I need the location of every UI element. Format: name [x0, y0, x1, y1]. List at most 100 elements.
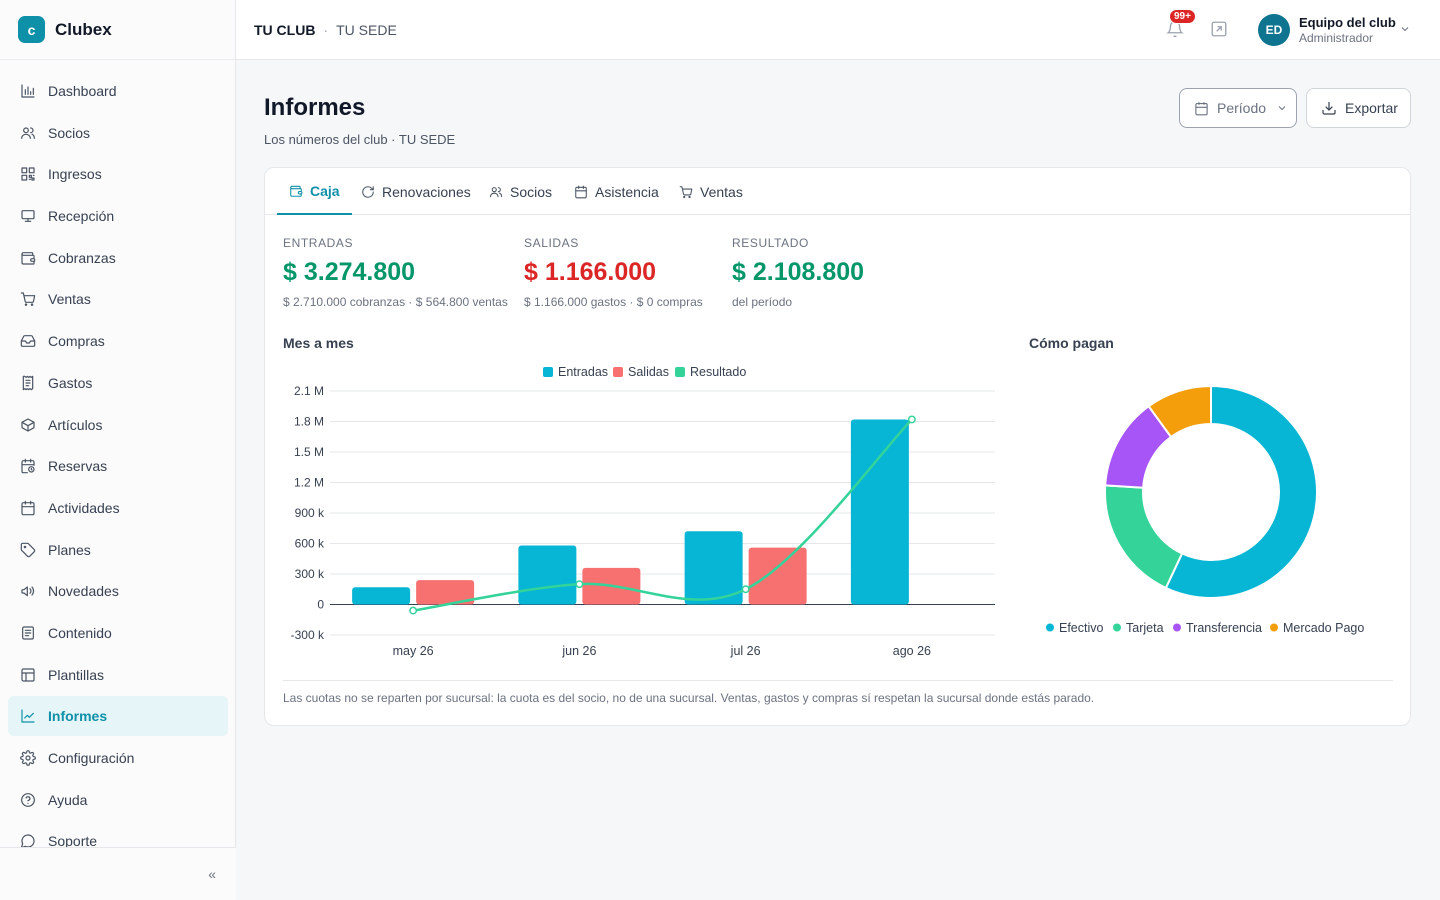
- period-button[interactable]: Período: [1179, 88, 1297, 128]
- x-tick-label: jun 26: [561, 644, 596, 658]
- tab-label: Caja: [310, 182, 340, 199]
- legend-label[interactable]: Efectivo: [1059, 621, 1104, 635]
- slice-mercado-pago[interactable]: [1147, 384, 1212, 439]
- legend-label[interactable]: Tarjeta: [1126, 621, 1164, 635]
- slice-efectivo[interactable]: [1164, 384, 1318, 599]
- topbar: TU CLUB · TU SEDE 99+ ED Equipo del club…: [236, 0, 1440, 60]
- line-point[interactable]: [907, 415, 916, 424]
- y-tick-label: 600 k: [295, 537, 325, 551]
- tab-renovaciones[interactable]: Renovaciones: [361, 168, 471, 215]
- line-point[interactable]: [409, 606, 418, 615]
- legend-dot[interactable]: [1046, 623, 1054, 632]
- y-tick-label: 1.5 M: [294, 445, 324, 459]
- metric-entradas: ENTRADAS $ 3.274.800 $ 2.710.000 cobranz…: [283, 236, 508, 309]
- sidebar-item-soporte[interactable]: Soporte: [8, 821, 228, 848]
- legend-swatch[interactable]: [543, 367, 553, 377]
- sidebar-item-reservas[interactable]: Reservas: [8, 446, 228, 486]
- sidebar-item-planes[interactable]: Planes: [8, 530, 228, 570]
- chevron-down-icon: [1276, 102, 1288, 114]
- club-name[interactable]: TU CLUB: [254, 22, 316, 38]
- bar-entradas[interactable]: [850, 419, 909, 605]
- export-label: Exportar: [1345, 100, 1398, 116]
- sidebar-item-contenido[interactable]: Contenido: [8, 613, 228, 653]
- legend-dot[interactable]: [1113, 623, 1121, 632]
- legend-swatch[interactable]: [675, 367, 685, 377]
- calendar-icon: [20, 500, 36, 516]
- report-card: Caja Renovaciones Socios Asistencia Ventas E…: [264, 167, 1411, 726]
- trend-icon: [20, 708, 36, 724]
- sidebar-item-dashboard[interactable]: Dashboard: [8, 71, 228, 111]
- bar-entradas[interactable]: [352, 587, 411, 605]
- payments-chart-title: Cómo pagan: [1029, 335, 1114, 351]
- metric-label: SALIDAS: [524, 236, 579, 250]
- metric-value: $ 3.274.800: [283, 258, 416, 286]
- sidebar-item-label: Novedades: [48, 583, 119, 600]
- sidebar-footer: «: [0, 847, 236, 900]
- bar-entradas[interactable]: [518, 545, 577, 605]
- sidebar-item-actividades[interactable]: Actividades: [8, 488, 228, 528]
- chat-icon: [20, 833, 36, 848]
- user-name[interactable]: Equipo del club: [1299, 15, 1396, 30]
- bar-salidas[interactable]: [748, 547, 807, 605]
- monitor-icon: [20, 208, 36, 224]
- bar-salidas[interactable]: [416, 580, 475, 605]
- breadcrumb-separator: ·: [323, 22, 329, 38]
- legend-label[interactable]: Resultado: [690, 365, 746, 379]
- tab-socios[interactable]: Socios: [489, 168, 552, 215]
- collapse-sidebar-button[interactable]: «: [208, 866, 216, 882]
- sidebar: c Clubex Dashboard Socios Ingresos Recepció…: [0, 0, 236, 900]
- export-button[interactable]: Exportar: [1306, 88, 1411, 128]
- calendar-clock-icon: [20, 458, 36, 474]
- period-label: Período: [1217, 100, 1267, 116]
- sidebar-item-gastos[interactable]: Gastos: [8, 363, 228, 403]
- legend-dot[interactable]: [1173, 623, 1181, 632]
- tab-ventas[interactable]: Ventas: [679, 168, 743, 215]
- page-title: Informes: [264, 94, 366, 121]
- tab-caja[interactable]: Caja: [277, 168, 352, 215]
- legend-label[interactable]: Entradas: [558, 365, 608, 379]
- megaphone-icon: [20, 583, 36, 599]
- slice-tarjeta[interactable]: [1104, 484, 1184, 590]
- legend-label[interactable]: Transferencia: [1186, 621, 1262, 635]
- sidebar-item-novedades[interactable]: Novedades: [8, 571, 228, 611]
- legend-swatch[interactable]: [613, 367, 623, 377]
- metric-note: $ 1.166.000 gastos · $ 0 compras: [524, 295, 703, 309]
- help-icon: [20, 792, 36, 808]
- line-point[interactable]: [741, 585, 750, 594]
- sidebar-item-label: Gastos: [48, 374, 93, 391]
- users-icon: [489, 185, 503, 199]
- brand-name: Clubex: [55, 19, 112, 39]
- line-point[interactable]: [575, 580, 584, 589]
- sidebar-item-label: Socios: [48, 124, 91, 141]
- footnote: Las cuotas no se reparten por sucursal: …: [283, 680, 1393, 705]
- legend-dot[interactable]: [1270, 623, 1278, 632]
- sidebar-item-socios[interactable]: Socios: [8, 113, 228, 153]
- expand-icon[interactable]: [1210, 20, 1228, 43]
- sidebar-item-compras[interactable]: Compras: [8, 321, 228, 361]
- breadcrumb: TU CLUB · TU SEDE: [254, 22, 397, 38]
- legend-label[interactable]: Mercado Pago: [1283, 621, 1364, 635]
- sidebar-item-ingresos[interactable]: Ingresos: [8, 154, 228, 194]
- sidebar-item-recepcion[interactable]: Recepción: [8, 196, 228, 236]
- report-tabs: Caja Renovaciones Socios Asistencia Ventas: [265, 168, 1410, 215]
- chevron-down-icon[interactable]: [1399, 22, 1411, 40]
- tab-asistencia[interactable]: Asistencia: [574, 168, 659, 215]
- sidebar-item-articulos[interactable]: Artículos: [8, 405, 228, 445]
- line-resultado: [412, 418, 913, 612]
- sidebar-item-cobranzas[interactable]: Cobranzas: [8, 238, 228, 278]
- sede-name[interactable]: TU SEDE: [336, 22, 397, 38]
- sidebar-item-informes[interactable]: Informes: [8, 696, 228, 737]
- sidebar-item-configuracion[interactable]: Configuración: [8, 738, 228, 778]
- sidebar-item-plantillas[interactable]: Plantillas: [8, 655, 228, 695]
- monthly-bar-chart: Entradas Salidas Resultado 2.1 M 1.8 M 1.5 M 1…: [291, 365, 995, 658]
- x-tick-label: may 26: [393, 644, 434, 658]
- brand[interactable]: c Clubex: [0, 0, 235, 60]
- sidebar-item-ventas[interactable]: Ventas: [8, 279, 228, 319]
- avatar[interactable]: ED: [1258, 14, 1290, 46]
- bar-entradas[interactable]: [684, 531, 743, 605]
- sidebar-item-label: Plantillas: [48, 666, 105, 683]
- sidebar-item-ayuda[interactable]: Ayuda: [8, 780, 228, 820]
- legend-label[interactable]: Salidas: [628, 365, 669, 379]
- qr-code-icon: [20, 166, 36, 182]
- sidebar-item-label: Ayuda: [48, 791, 88, 808]
